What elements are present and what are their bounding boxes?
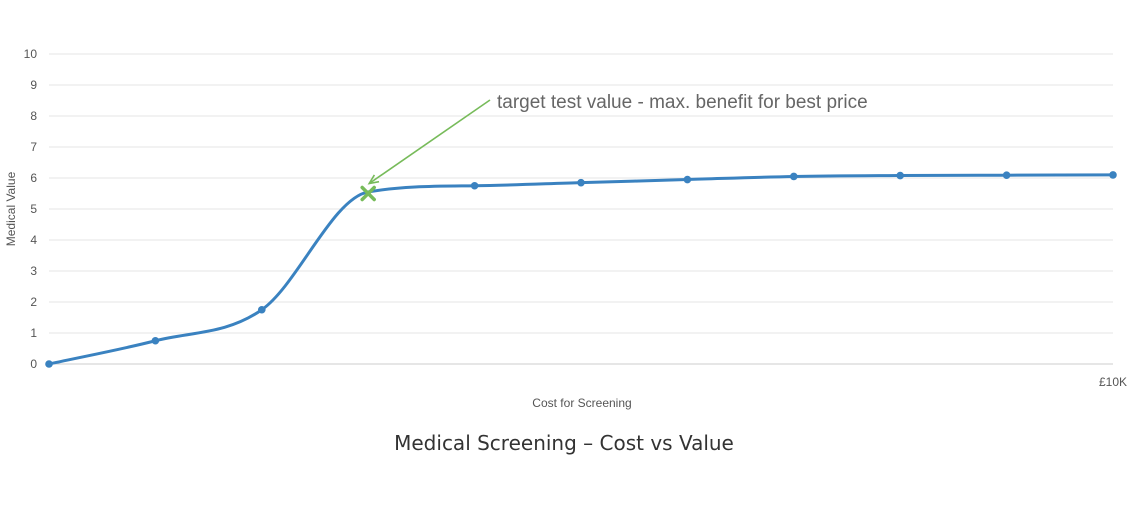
y-tick-label: 3: [30, 264, 37, 278]
y-tick-label: 4: [30, 233, 37, 247]
data-point[interactable]: [45, 360, 53, 368]
y-tick-label: 6: [30, 171, 37, 185]
y-tick-label: 7: [30, 140, 37, 154]
grid-lines: [49, 53, 1113, 365]
y-axis-title: Medical Value: [4, 171, 18, 246]
data-point[interactable]: [1109, 171, 1117, 179]
x-axis-ticks: £10K: [1099, 375, 1127, 389]
chart-caption: Medical Screening – Cost vs Value: [394, 431, 734, 455]
annotation: target test value - max. benefit for bes…: [360, 92, 868, 202]
data-point[interactable]: [151, 336, 160, 345]
y-tick-label: 8: [30, 109, 37, 123]
y-tick-label: 10: [24, 47, 38, 61]
y-tick-label: 1: [30, 326, 37, 340]
y-tick-label: 0: [30, 357, 37, 371]
data-point[interactable]: [896, 171, 904, 180]
y-tick-label: 2: [30, 295, 37, 309]
x-axis-title: Cost for Screening: [532, 396, 631, 410]
data-point[interactable]: [470, 181, 479, 190]
data-point[interactable]: [683, 175, 692, 184]
annotation-arrow: [367, 99, 491, 185]
data-point[interactable]: [790, 172, 798, 181]
series-line: [48, 173, 1114, 366]
y-tick-label: 5: [30, 202, 37, 216]
y-tick-label: 9: [30, 78, 37, 92]
data-point[interactable]: [577, 178, 585, 187]
x-tick-label: £10K: [1099, 375, 1127, 389]
data-point[interactable]: [1002, 171, 1011, 180]
data-point[interactable]: [258, 305, 266, 314]
annotation-text: target test value - max. benefit for bes…: [497, 92, 868, 113]
data-points: [45, 171, 1117, 368]
annotation-x-marker: [360, 185, 376, 202]
y-axis-ticks: 0 1 2 3 4 5 6 7 8 9 10: [24, 47, 38, 371]
